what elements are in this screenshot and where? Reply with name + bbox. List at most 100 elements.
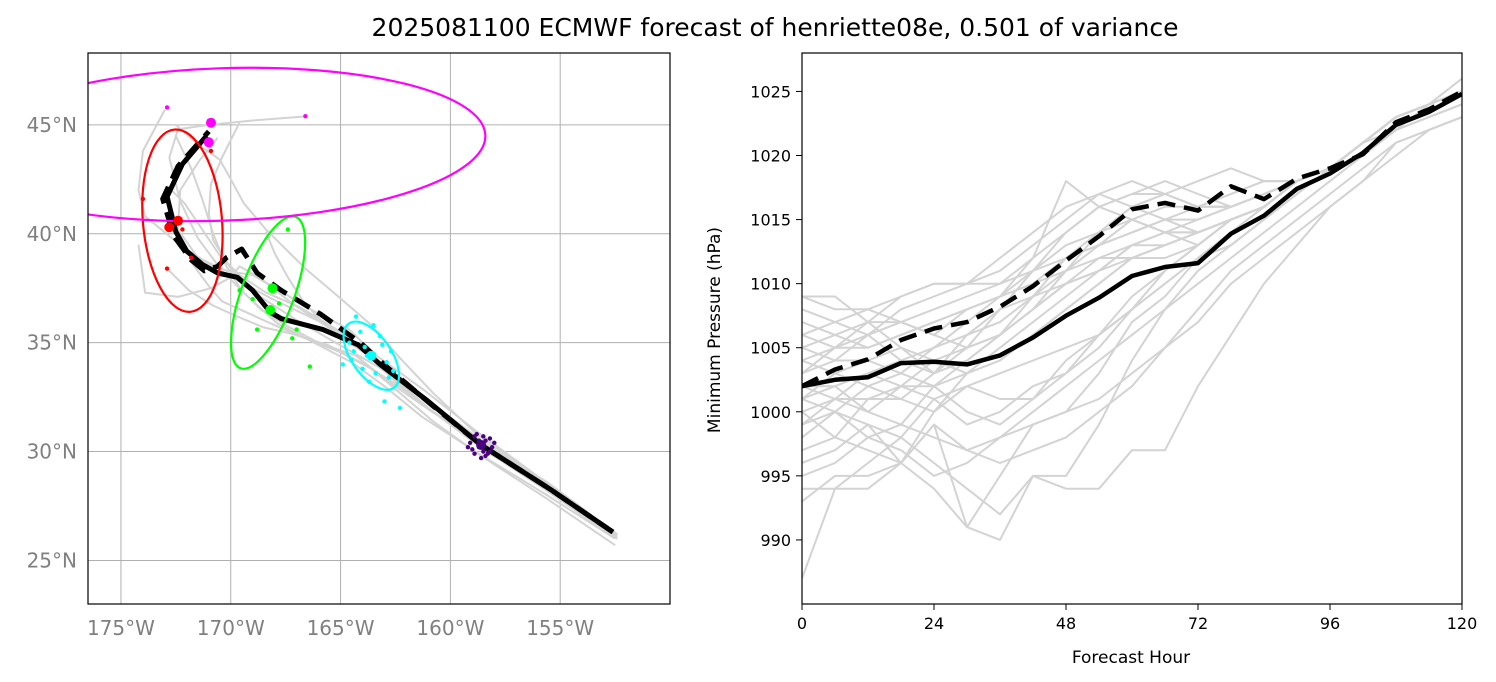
day3-member-point: [290, 336, 295, 341]
day1-member-point: [474, 431, 479, 437]
pressure-frame: [801, 52, 1463, 605]
day3-ellipse: [229, 215, 307, 370]
day2-member-point: [371, 323, 376, 328]
day2-member-point: [391, 368, 396, 374]
pressure-ticks: 0 24 48 72 96 120 990 995 1000 1005 1010 1015 1020 10…: [750, 82, 1477, 633]
x-axis-label: Forecast Hour: [1072, 648, 1190, 668]
day3-member-point: [254, 327, 260, 332]
mean-tracks: [160, 129, 615, 535]
day2-member-point: [353, 314, 359, 319]
day2-member-point: [377, 333, 383, 339]
map-gridlines: [88, 53, 670, 604]
x-tick-label: 72: [1188, 614, 1208, 633]
day4-mean-point: [173, 215, 184, 226]
map-ytick-label: 25°N: [27, 548, 77, 572]
day3-alt-mean-point: [265, 304, 276, 315]
day2-member-point: [388, 349, 394, 354]
day2-member-point: [373, 370, 378, 376]
y-tick-label: 1010: [750, 275, 791, 294]
y-tick-label: 990: [760, 531, 791, 550]
day2-mean-point: [366, 350, 377, 361]
ensemble-pressure-line: [802, 90, 1462, 336]
x-tick-label: 120: [1447, 614, 1478, 633]
day1-member-point: [472, 451, 477, 456]
day3-mean-point: [267, 283, 278, 294]
day2-member-point: [360, 366, 365, 371]
ensemble-track: [175, 124, 618, 538]
ensemble-track: [264, 231, 616, 538]
map-frame: [87, 52, 671, 605]
day1-mean-point: [476, 440, 487, 451]
day2-ellipse: [342, 320, 401, 391]
day4-member-point: [189, 255, 194, 260]
day5-alt-mean-point: [203, 137, 214, 148]
ensemble-pressure-line: [802, 90, 1462, 362]
day4-member-point: [180, 227, 185, 232]
day2-member-point: [380, 342, 385, 348]
day5-mean-point: [205, 117, 216, 128]
mean-pressure-solid: [802, 92, 1462, 389]
ensemble-pressure-line: [802, 90, 1462, 336]
track-map-panel: 175°W 170°W 165°W 160°W 155°W 25°N 30°N 35°N 40°…: [27, 52, 671, 640]
pressure-panel: 0 24 48 72 96 120 990 995 1000 1005 1010 1015 1020 10…: [705, 52, 1477, 668]
ensemble-pressure-line: [802, 90, 1462, 362]
day4-member-point: [164, 266, 170, 271]
map-tick-labels: 175°W 170°W 165°W 160°W 155°W 25°N 30°N 35°N 40°…: [27, 113, 595, 640]
mean-track-solid: [164, 134, 615, 535]
x-tick-label: 0: [797, 614, 807, 633]
day5-member-point: [303, 113, 308, 119]
y-tick-label: 995: [760, 467, 791, 486]
y-tick-label: 1000: [750, 403, 791, 422]
day2-member-point: [382, 399, 387, 404]
map-xtick-label: 155°W: [526, 616, 594, 640]
map-ytick-label: 30°N: [27, 440, 77, 464]
day4-member-point: [208, 148, 214, 154]
mean-track-dashed: [160, 129, 615, 535]
y-tick-label: 1025: [750, 82, 791, 101]
day1-member-point: [492, 440, 497, 446]
ensemble-pressure-line: [802, 90, 1462, 388]
map-xtick-label: 165°W: [307, 616, 375, 640]
day3-member-point: [276, 301, 282, 306]
ensemble-track: [168, 115, 616, 540]
ensemble-pressure-line: [802, 103, 1462, 477]
map-ytick-label: 40°N: [27, 222, 77, 246]
day2-member-point: [366, 379, 372, 385]
day3-member-point: [237, 288, 242, 293]
map-ytick-label: 35°N: [27, 331, 77, 355]
ensemble-pressure-line: [802, 116, 1462, 477]
day5-member-point: [164, 105, 170, 110]
uncertainty-ellipses: [88, 66, 487, 391]
day2-member-point: [340, 362, 345, 367]
day1-member-point: [470, 447, 475, 452]
day2-member-point: [358, 329, 363, 334]
day5-ellipse: [88, 66, 487, 223]
day3-member-point: [285, 227, 291, 232]
day1-member-point: [467, 440, 473, 446]
day2-member-point: [347, 340, 352, 345]
day2-member-point: [386, 375, 392, 380]
y-axis-label: Minimum Pressure (hPa): [705, 227, 725, 433]
day1-member-point: [465, 444, 471, 450]
mean-pressure-dashed: [802, 89, 1462, 389]
ensemble-tracks: [137, 109, 618, 547]
y-tick-label: 1015: [750, 211, 791, 230]
ensemble-pressure-lines: [802, 77, 1462, 579]
ensemble-pressure-line: [802, 90, 1462, 336]
day1-member-point: [478, 455, 484, 461]
map-xtick-label: 170°W: [197, 616, 265, 640]
ensemble-pressure-line: [802, 90, 1462, 336]
day3-member-point: [250, 296, 255, 302]
map-ytick-label: 45°N: [27, 113, 77, 137]
y-tick-label: 1005: [750, 339, 791, 358]
day2-member-point: [362, 344, 367, 350]
day4-member-point: [140, 196, 146, 202]
day2-member-point: [351, 349, 356, 354]
y-tick-label: 1020: [750, 147, 791, 166]
day2-member-point: [349, 357, 354, 363]
figure-title: 2025081100 ECMWF forecast of henriette08…: [372, 13, 1179, 42]
ensemble-track: [137, 109, 618, 536]
day2-member-point: [397, 405, 403, 411]
day1-member-point: [481, 434, 486, 439]
